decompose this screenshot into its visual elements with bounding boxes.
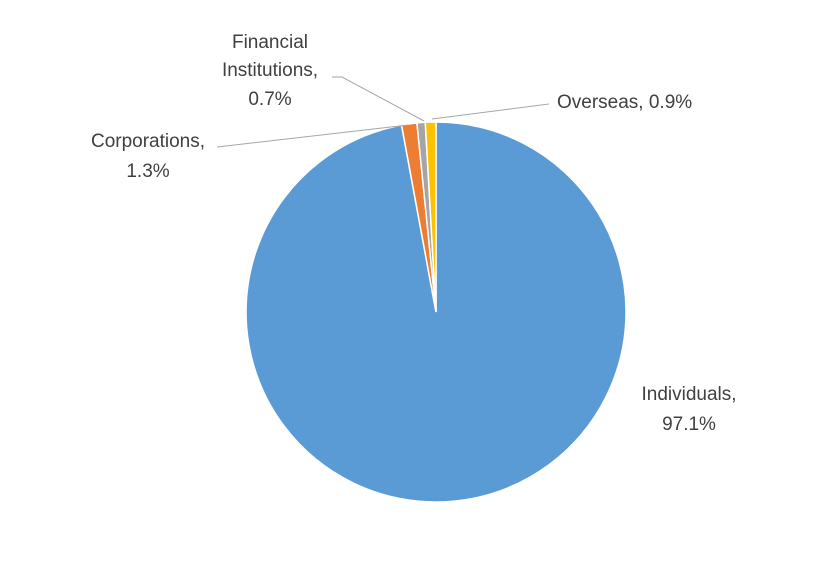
data-label-corporations-value: 1.3% bbox=[126, 161, 169, 182]
pie-slices bbox=[245, 121, 627, 503]
data-label-individuals-value: 97.1% bbox=[662, 414, 716, 435]
leader-line-financial-institutions bbox=[332, 76, 425, 122]
data-label-overseas: Overseas, 0.9% bbox=[557, 92, 692, 113]
data-label-individuals-name: Individuals, bbox=[641, 384, 736, 405]
data-label-corporations-name: Corporations, bbox=[91, 131, 205, 152]
data-label-financial-institutions-value: 0.7% bbox=[248, 89, 291, 110]
leader-line-overseas bbox=[431, 103, 550, 120]
leader-line-corporations bbox=[216, 124, 409, 148]
pie-slice-overseas bbox=[424, 121, 437, 313]
data-label-financial-institutions-line2: Institutions, bbox=[222, 60, 318, 81]
data-label-financial-institutions-line1: Financial bbox=[232, 32, 308, 53]
